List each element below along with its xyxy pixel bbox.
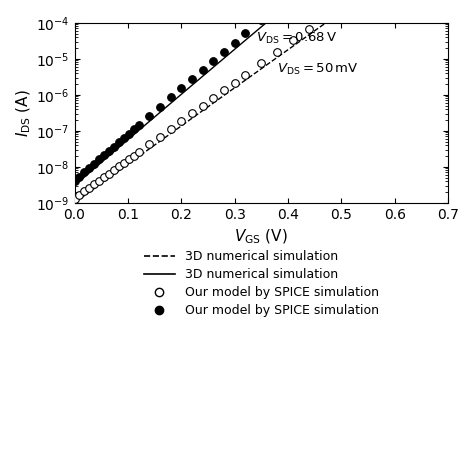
- Y-axis label: $I_{\mathrm{DS}}$ (A): $I_{\mathrm{DS}}$ (A): [15, 89, 33, 137]
- Legend: 3D numerical simulation, 3D numerical simulation, Our model by SPICE simulation,: 3D numerical simulation, 3D numerical si…: [139, 245, 384, 322]
- Text: $V_{\mathrm{DS}} = 50\,\mathrm{mV}$: $V_{\mathrm{DS}} = 50\,\mathrm{mV}$: [277, 62, 359, 76]
- X-axis label: $V_{\mathrm{GS}}$ (V): $V_{\mathrm{GS}}$ (V): [235, 227, 288, 246]
- Text: $V_{\mathrm{DS}} = 0.68\,\mathrm{V}$: $V_{\mathrm{DS}} = 0.68\,\mathrm{V}$: [256, 31, 337, 47]
